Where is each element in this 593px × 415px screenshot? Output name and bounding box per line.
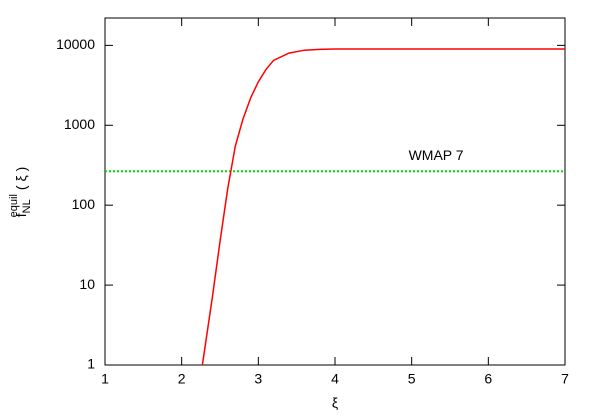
x-tick-label: 3 (254, 371, 262, 387)
y-tick-label: 10 (79, 276, 95, 292)
x-tick-label: 1 (101, 371, 109, 387)
x-tick-label: 5 (408, 371, 416, 387)
y-tick-label: 100 (72, 196, 96, 212)
y-tick-label: 1000 (64, 116, 95, 132)
y-label-suffix: ( ξ ) (13, 167, 29, 190)
y-label-sub: NL (21, 199, 33, 213)
data-line (201, 48, 565, 366)
y-label-base: f (13, 213, 29, 217)
x-tick-label: 7 (561, 371, 569, 387)
plot-frame (104, 17, 566, 366)
x-axis-label: ξ (332, 395, 338, 411)
reference-label: WMAP 7 (409, 147, 464, 163)
x-tick-label: 4 (331, 371, 339, 387)
y-label-sup: equil (8, 194, 20, 217)
y-tick-label: 10000 (56, 36, 95, 52)
x-tick-label: 2 (178, 371, 186, 387)
x-tick-label: 6 (484, 371, 492, 387)
y-axis-label: fNLequil ( ξ ) (8, 167, 33, 218)
y-tick-label: 1 (87, 356, 95, 372)
